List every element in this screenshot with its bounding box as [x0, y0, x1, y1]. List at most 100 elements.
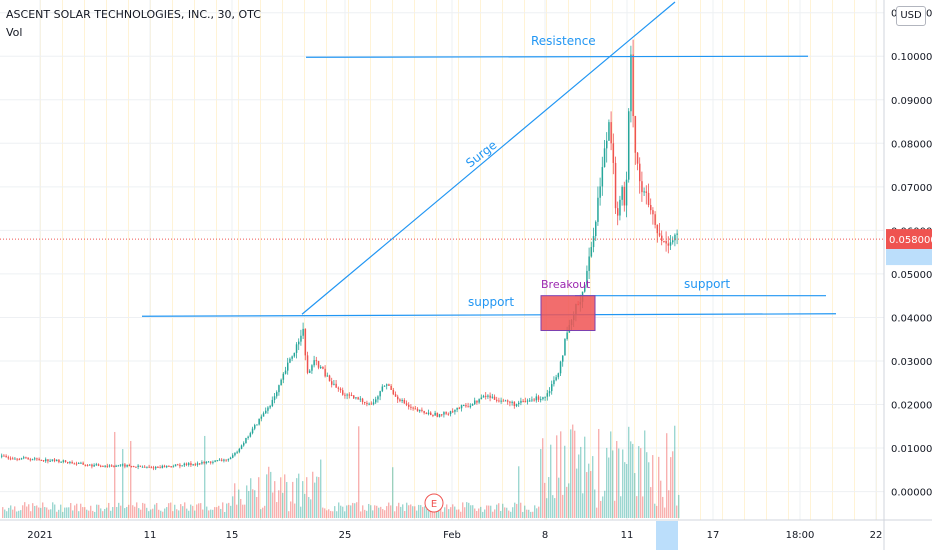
volume-bar — [374, 505, 376, 518]
candle-body — [157, 466, 159, 468]
candle-body — [460, 405, 463, 409]
volume-bar — [158, 509, 160, 518]
candle-body — [280, 379, 282, 386]
volume-bar — [326, 510, 328, 518]
candle-body — [467, 406, 469, 408]
candle-body — [229, 457, 232, 460]
session-band — [634, 0, 635, 520]
breakout-box — [540, 295, 596, 332]
volume-bar — [678, 494, 680, 518]
volume-bar — [464, 507, 466, 518]
volume-bar — [530, 511, 532, 518]
volume-bar — [44, 507, 46, 518]
candle-body — [496, 399, 498, 401]
candle-body — [672, 240, 674, 243]
candle-body — [432, 414, 434, 416]
session-band — [414, 0, 415, 520]
volume-bar — [156, 502, 158, 518]
volume-bar — [648, 462, 650, 518]
candle-body — [339, 388, 342, 391]
session-band — [722, 0, 723, 520]
candle-body — [271, 399, 274, 406]
volume-bar — [446, 504, 448, 518]
volume-bar — [650, 487, 652, 518]
x-tick-label: 25 — [339, 530, 352, 541]
currency-button[interactable]: USD — [896, 6, 926, 26]
candle-body — [64, 460, 67, 463]
candle-body — [529, 400, 531, 402]
candle-body — [95, 464, 98, 466]
volume-bar — [192, 505, 194, 518]
volume-bar — [322, 507, 324, 518]
volume-bar — [376, 505, 378, 518]
volume-bar — [216, 507, 218, 518]
candle-body — [656, 224, 659, 234]
volume-bar — [304, 493, 306, 518]
candle-body — [590, 247, 593, 257]
volume-bar — [510, 511, 512, 518]
volume-bar — [82, 507, 84, 518]
candle-body — [368, 403, 370, 405]
session-band — [84, 0, 85, 520]
candle-body — [342, 390, 344, 395]
candle-body — [265, 410, 267, 414]
session-band — [238, 0, 239, 520]
volume-bar — [4, 509, 6, 518]
volume-bar — [522, 511, 524, 518]
candle-body — [621, 186, 623, 200]
volume-bar — [520, 502, 522, 518]
candle-body — [548, 391, 551, 394]
volume-bar — [634, 473, 636, 518]
candle-body — [544, 396, 546, 398]
volume-bar — [590, 471, 592, 518]
volume-bar — [310, 499, 312, 518]
resistance-line — [305, 55, 809, 58]
session-band — [678, 0, 679, 520]
last-price-badge — [886, 229, 932, 250]
volume-bar — [624, 462, 626, 518]
volume-bar — [652, 455, 654, 518]
volume-bar — [254, 490, 256, 518]
candle-body — [562, 355, 564, 362]
volume-bar — [608, 457, 610, 518]
volume-bar — [410, 504, 412, 518]
volume-bar — [392, 467, 394, 518]
candle-body — [115, 465, 117, 467]
candle-body — [181, 465, 183, 467]
session-band — [304, 0, 305, 520]
volume-bar — [504, 507, 506, 518]
candle-body — [364, 401, 366, 403]
volume-bar — [280, 477, 282, 518]
candle-body — [276, 392, 278, 397]
candle-body — [487, 395, 489, 397]
grid — [0, 0, 884, 520]
candle-body — [381, 386, 384, 392]
candle-body — [40, 459, 43, 461]
volume-bar — [586, 472, 588, 518]
candle-body — [190, 463, 192, 466]
volume-bar — [558, 477, 560, 518]
volume-bar — [542, 438, 544, 518]
candle-body — [654, 214, 656, 225]
volume-bar — [86, 509, 88, 518]
session-band — [458, 0, 459, 520]
candle-body — [452, 411, 454, 413]
volume-bar — [182, 506, 184, 518]
volume-bar — [266, 474, 268, 518]
candle-body — [643, 191, 645, 193]
volume-bar — [440, 502, 442, 518]
volume-bar — [600, 500, 602, 518]
volume-bar — [232, 496, 234, 518]
candle-body — [403, 400, 406, 404]
volume-bar — [142, 502, 144, 518]
candle-body — [311, 365, 313, 371]
candle-body — [366, 402, 368, 405]
candle-body — [148, 466, 150, 468]
candle-body — [515, 404, 518, 407]
volume-bar — [576, 468, 578, 518]
candle-body — [108, 465, 111, 467]
volume-bar — [320, 459, 322, 518]
